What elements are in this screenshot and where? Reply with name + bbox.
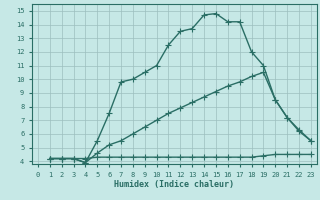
X-axis label: Humidex (Indice chaleur): Humidex (Indice chaleur) (115, 180, 234, 189)
